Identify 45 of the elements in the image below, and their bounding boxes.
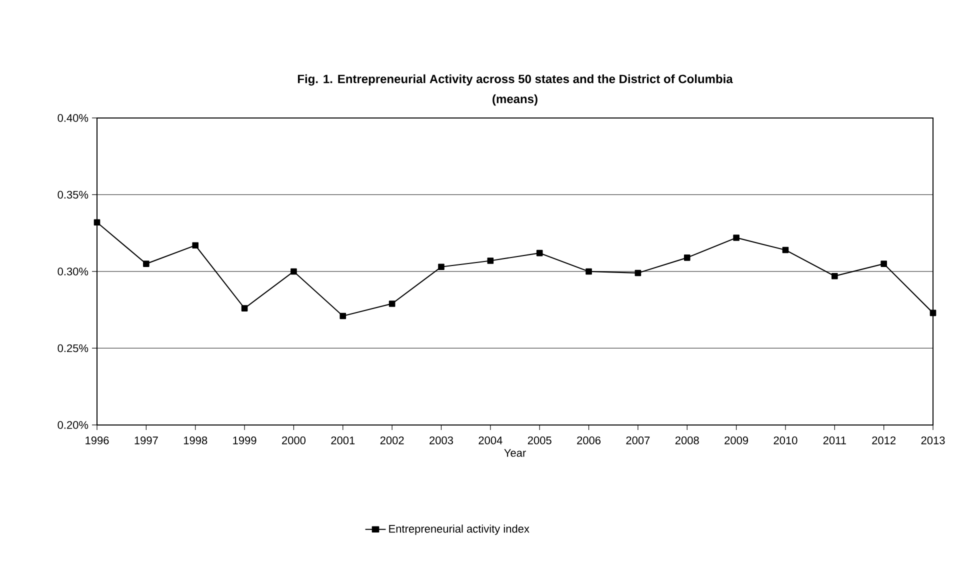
x-tick-label: 2001 [331,436,355,444]
point [340,312,346,320]
x-tick-label: 2006 [577,436,601,444]
point [880,260,887,267]
point [192,242,199,249]
x-tick-label: 1999 [233,436,256,444]
chart-title: Fig. 1. Entrepreneurial Activity across 50 states and the District of Columbia [298,74,733,86]
x-tick-label: 2009 [724,436,748,444]
point [94,219,100,226]
point [782,246,789,254]
chart-subtitle: (means) [492,94,538,106]
x-tick-label: 2010 [774,436,798,444]
point [487,258,494,264]
x-tick-label: 1998 [184,436,208,444]
x-tick-label: 2013 [921,436,945,444]
point [634,270,642,276]
point [536,250,543,256]
y-tick-label: 0.40% [58,114,88,122]
point [733,234,740,241]
point [684,254,690,261]
x-tick-label: 2011 [823,436,846,444]
x-tick-label: 2005 [528,436,552,444]
point [388,300,396,307]
point [143,260,150,267]
y-tick-label: 0.20% [58,421,88,429]
y-tick-label: 0.30% [58,268,88,276]
x-tick-label: 1997 [134,436,158,444]
x-tick-label: 1996 [86,436,109,444]
legend-label: Entrepreneurial activity index [389,524,530,535]
point [832,272,838,280]
y-tick-label: 0.35% [58,190,88,199]
point [241,305,248,312]
point [290,268,297,275]
x-tick-label: 2004 [478,436,502,444]
y-tick-label: 0.25% [58,344,88,352]
point [586,268,592,275]
x-tick-label: 2000 [282,436,306,444]
x-axis-title: Year [504,449,526,457]
x-tick-label: 2012 [872,436,896,444]
x-tick-label: 2008 [675,436,699,444]
x-tick-label: 2003 [430,436,453,444]
point [438,264,444,270]
point [930,310,936,316]
x-tick-label: 2002 [380,436,404,444]
x-tick-label: 2007 [626,436,650,444]
